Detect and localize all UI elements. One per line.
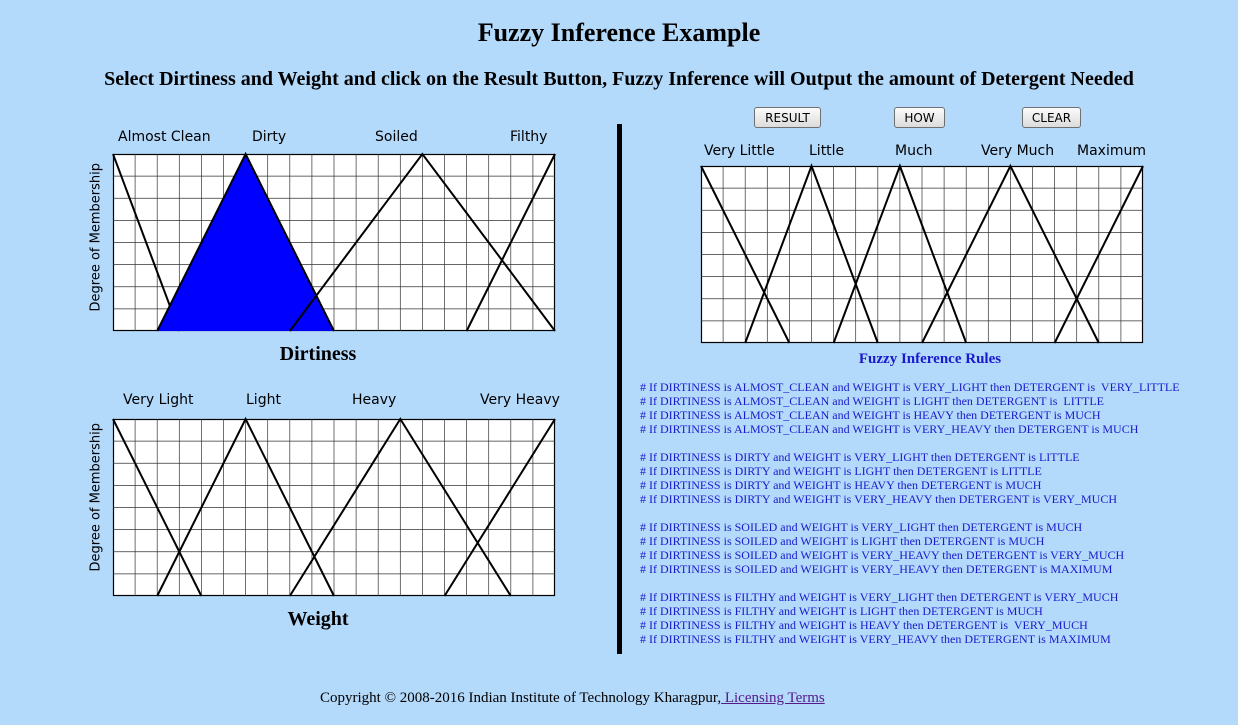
rule-item: # If DIRTINESS is DIRTY and WEIGHT is VE…: [640, 450, 1080, 464]
rule-item: # If DIRTINESS is FILTHY and WEIGHT is V…: [640, 590, 1119, 604]
membership-much-shape: [832, 163, 968, 344]
membership-almost-clean-shape: [112, 153, 181, 332]
weight-chart-title: Weight: [287, 608, 349, 630]
rule-group: # If DIRTINESS is FILTHY and WEIGHT is V…: [640, 590, 1180, 646]
rule-item: # If DIRTINESS is SOILED and WEIGHT is V…: [640, 548, 1125, 562]
dirtiness-membership-chart[interactable]: [112, 151, 556, 332]
weight-set-label: Light: [246, 392, 281, 408]
licensing-terms-link[interactable]: Licensing Terms: [721, 690, 825, 706]
membership-soiled-shape: [288, 152, 556, 332]
rule-item: # If DIRTINESS is SOILED and WEIGHT is V…: [640, 520, 1083, 534]
weight-set-label: Heavy: [352, 392, 397, 408]
dirtiness-set-label: Filthy: [510, 129, 548, 145]
rule-item: # If DIRTINESS is DIRTY and WEIGHT is HE…: [640, 478, 1042, 492]
membership-heavy-shape: [288, 417, 512, 597]
membership-very-little-shape: [700, 165, 791, 344]
rule-item: # If DIRTINESS is ALMOST_CLEAN and WEIGH…: [640, 408, 1101, 422]
rule-item: # If DIRTINESS is FILTHY and WEIGHT is L…: [640, 604, 1043, 618]
detergent-set-label: Much: [895, 143, 933, 159]
dirtiness-set-label: Soiled: [375, 129, 418, 145]
rule-group: # If DIRTINESS is ALMOST_CLEAN and WEIGH…: [640, 380, 1180, 436]
membership-light-shape: [156, 416, 335, 597]
dirtiness-y-axis-label: Degree of Membership: [88, 163, 104, 312]
dirtiness-set-label: Almost Clean: [118, 129, 211, 145]
rules-list: # If DIRTINESS is ALMOST_CLEAN and WEIGH…: [640, 380, 1180, 660]
rule-item: # If DIRTINESS is ALMOST_CLEAN and WEIGH…: [640, 394, 1105, 408]
detergent-set-label: Very Little: [704, 143, 775, 159]
weight-set-label: Very Heavy: [480, 392, 560, 408]
detergent-output-chart: [700, 163, 1144, 344]
column-divider: [617, 124, 622, 654]
rule-item: # If DIRTINESS is SOILED and WEIGHT is L…: [640, 534, 1045, 548]
detergent-set-label: Very Much: [981, 143, 1055, 159]
rule-item: # If DIRTINESS is ALMOST_CLEAN and WEIGH…: [640, 422, 1139, 436]
result-button[interactable]: RESULT: [754, 107, 821, 128]
membership-very-heavy-shape: [443, 418, 556, 597]
footer: Copyright © 2008-2016 Indian Institute o…: [320, 690, 825, 707]
weight-y-axis-label: Degree of Membership: [88, 423, 104, 572]
page-title: Fuzzy Inference Example: [477, 18, 761, 47]
page-subtitle: Select Dirtiness and Weight and click on…: [104, 68, 1134, 90]
copyright-text: Copyright © 2008-2016 Indian Institute o…: [320, 690, 722, 706]
rule-group: # If DIRTINESS is DIRTY and WEIGHT is VE…: [640, 450, 1180, 506]
clear-button[interactable]: CLEAR: [1022, 107, 1081, 128]
membership-maximum-shape: [1053, 165, 1144, 344]
membership-filthy-shape: [465, 153, 556, 332]
rule-item: # If DIRTINESS is SOILED and WEIGHT is V…: [640, 562, 1113, 576]
rules-title: Fuzzy Inference Rules: [858, 351, 1002, 367]
detergent-set-label: Little: [809, 143, 845, 159]
rule-item: # If DIRTINESS is FILTHY and WEIGHT is H…: [640, 618, 1088, 632]
dirtiness-chart-title: Dirtiness: [279, 343, 357, 365]
rule-group: # If DIRTINESS is SOILED and WEIGHT is V…: [640, 520, 1180, 576]
how-button[interactable]: HOW: [894, 107, 945, 128]
rule-item: # If DIRTINESS is FILTHY and WEIGHT is V…: [640, 632, 1111, 646]
rule-item: # If DIRTINESS is DIRTY and WEIGHT is VE…: [640, 492, 1117, 506]
rule-item: # If DIRTINESS is DIRTY and WEIGHT is LI…: [640, 464, 1042, 478]
weight-membership-chart[interactable]: [112, 416, 556, 597]
weight-set-label: Very Light: [123, 392, 194, 408]
membership-very-light-shape: [112, 418, 203, 597]
dirtiness-set-label: Dirty: [252, 129, 287, 145]
rule-item: # If DIRTINESS is ALMOST_CLEAN and WEIGH…: [640, 380, 1180, 394]
detergent-set-label: Maximum: [1077, 143, 1146, 159]
membership-dirty-shape: [156, 151, 335, 332]
membership-very-much-shape: [921, 163, 1100, 344]
